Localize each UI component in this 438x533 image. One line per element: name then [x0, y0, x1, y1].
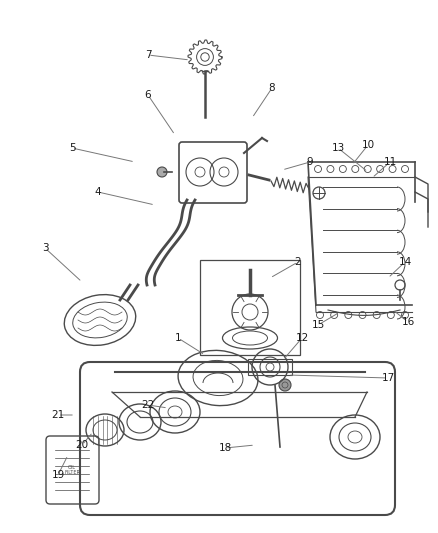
- Text: 18: 18: [219, 443, 232, 453]
- Text: 21: 21: [51, 410, 65, 420]
- Text: 8: 8: [268, 83, 276, 93]
- Text: 9: 9: [307, 157, 313, 167]
- Text: 1: 1: [175, 333, 181, 343]
- Text: 11: 11: [383, 157, 397, 167]
- Text: 15: 15: [311, 320, 325, 330]
- Text: 10: 10: [361, 140, 374, 150]
- Text: 5: 5: [69, 143, 75, 153]
- Text: 12: 12: [295, 333, 309, 343]
- Bar: [248, 359, 292, 375]
- Text: 16: 16: [401, 317, 415, 327]
- Text: 19: 19: [51, 470, 65, 480]
- Text: 6: 6: [145, 90, 151, 100]
- Circle shape: [157, 167, 167, 177]
- Text: 14: 14: [399, 257, 412, 267]
- Text: 3: 3: [42, 243, 48, 253]
- Text: 17: 17: [381, 373, 395, 383]
- Text: 22: 22: [141, 400, 155, 410]
- Text: 2: 2: [295, 257, 301, 267]
- Text: OIL
FILTER: OIL FILTER: [64, 465, 80, 475]
- Text: 13: 13: [332, 143, 345, 153]
- Text: 7: 7: [145, 50, 151, 60]
- Circle shape: [279, 379, 291, 391]
- Text: 4: 4: [95, 187, 101, 197]
- Text: 20: 20: [75, 440, 88, 450]
- Bar: [200, 260, 300, 355]
